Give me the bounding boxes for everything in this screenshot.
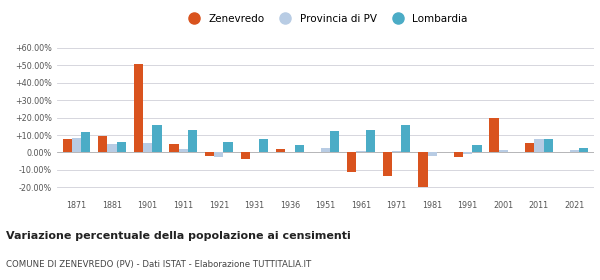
Bar: [276, 149, 286, 152]
Bar: [525, 143, 534, 152]
Bar: [117, 142, 126, 152]
Bar: [418, 152, 428, 187]
Bar: [330, 131, 340, 152]
Bar: [579, 148, 589, 152]
Bar: [98, 136, 107, 152]
Bar: [143, 143, 152, 152]
Bar: [62, 139, 72, 152]
Bar: [392, 151, 401, 152]
Bar: [72, 138, 81, 152]
Bar: [365, 130, 375, 152]
Bar: [401, 125, 410, 152]
Bar: [534, 139, 544, 152]
Bar: [179, 149, 188, 152]
Legend: Zenevredo, Provincia di PV, Lombardia: Zenevredo, Provincia di PV, Lombardia: [179, 10, 472, 28]
Bar: [241, 152, 250, 159]
Bar: [134, 64, 143, 152]
Bar: [428, 152, 437, 156]
Bar: [490, 118, 499, 152]
Bar: [188, 130, 197, 152]
Bar: [454, 152, 463, 157]
Bar: [499, 150, 508, 152]
Bar: [81, 132, 91, 152]
Bar: [356, 151, 365, 152]
Bar: [383, 152, 392, 176]
Bar: [295, 144, 304, 152]
Bar: [463, 152, 472, 154]
Bar: [205, 152, 214, 156]
Bar: [107, 144, 117, 152]
Bar: [347, 152, 356, 172]
Bar: [169, 144, 179, 152]
Bar: [570, 150, 579, 152]
Bar: [321, 148, 330, 152]
Text: COMUNE DI ZENEVREDO (PV) - Dati ISTAT - Elaborazione TUTTITALIA.IT: COMUNE DI ZENEVREDO (PV) - Dati ISTAT - …: [6, 260, 311, 269]
Bar: [259, 139, 268, 152]
Bar: [544, 139, 553, 152]
Text: Variazione percentuale della popolazione ai censimenti: Variazione percentuale della popolazione…: [6, 231, 351, 241]
Bar: [223, 142, 233, 152]
Bar: [472, 144, 482, 152]
Bar: [152, 125, 161, 152]
Bar: [214, 152, 223, 157]
